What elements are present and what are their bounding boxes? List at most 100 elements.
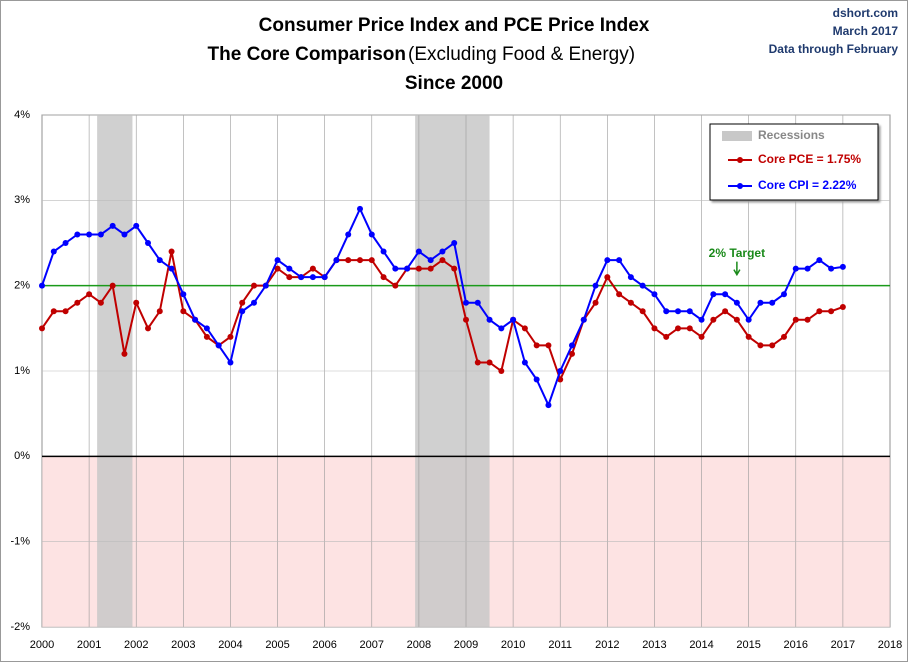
legend-label: Recessions — [758, 128, 825, 142]
y-tick-label: 0% — [14, 450, 30, 462]
data-point — [839, 304, 846, 310]
data-point — [710, 316, 717, 323]
data-point — [121, 350, 128, 357]
data-point — [781, 333, 787, 340]
x-tick-label: 2002 — [124, 639, 148, 651]
data-point — [486, 359, 493, 366]
data-point — [274, 257, 281, 264]
data-point — [533, 376, 540, 383]
data-point — [533, 342, 540, 349]
data-point — [627, 274, 634, 281]
data-point — [180, 308, 187, 315]
data-point — [50, 248, 57, 255]
data-point — [168, 248, 175, 255]
data-point — [816, 257, 823, 264]
data-point — [557, 368, 564, 374]
data-point — [439, 257, 446, 264]
data-point — [792, 316, 799, 323]
data-point — [309, 274, 316, 281]
x-tick-label: 2005 — [265, 639, 289, 651]
target-arrow — [733, 261, 741, 277]
data-point — [498, 325, 505, 332]
data-point — [651, 291, 658, 298]
x-tick-label: 2007 — [360, 639, 384, 651]
data-point — [521, 325, 528, 332]
data-point — [380, 274, 387, 281]
data-point — [675, 325, 681, 332]
data-point — [545, 342, 552, 349]
data-point — [792, 265, 799, 272]
data-point — [580, 316, 587, 323]
data-point — [286, 265, 293, 272]
data-point — [569, 350, 575, 357]
data-point — [180, 291, 187, 298]
data-point — [97, 231, 104, 238]
data-point — [74, 231, 81, 238]
data-point — [239, 299, 246, 306]
data-point — [50, 308, 57, 315]
data-point — [251, 299, 257, 306]
y-tick-label: -2% — [10, 621, 30, 633]
target-label: 2% Target — [709, 246, 765, 260]
data-point — [415, 248, 422, 255]
x-tick-label: 2015 — [736, 639, 760, 651]
x-tick-label: 2006 — [312, 639, 336, 651]
data-point — [663, 308, 670, 315]
data-point — [203, 325, 210, 332]
x-tick-label: 2014 — [689, 639, 713, 651]
data-point — [498, 368, 505, 374]
data-point — [698, 316, 705, 323]
data-point — [769, 342, 776, 349]
data-point — [698, 333, 705, 340]
x-tick-label: 2003 — [171, 639, 195, 651]
data-point — [368, 231, 375, 238]
chart-subtitle: (Excluding Food & Energy) — [408, 44, 635, 65]
data-point — [345, 257, 352, 264]
data-point — [828, 308, 835, 315]
legend-marker — [737, 157, 743, 163]
x-tick-label: 2018 — [878, 639, 902, 651]
data-point — [415, 265, 422, 272]
data-point — [651, 325, 658, 332]
data-point — [463, 316, 469, 323]
data-point — [745, 333, 752, 340]
x-tick-label: 2004 — [218, 639, 242, 651]
data-point — [639, 308, 646, 315]
data-point — [474, 299, 481, 306]
data-point — [239, 308, 246, 315]
data-point — [203, 333, 210, 340]
data-point — [604, 274, 611, 281]
y-tick-label: 1% — [14, 365, 30, 377]
data-point — [545, 402, 552, 409]
data-point — [675, 308, 681, 315]
source: dshort.com — [833, 6, 898, 20]
x-tick-label: 2010 — [501, 639, 525, 651]
data-point — [168, 265, 175, 272]
data-point — [828, 265, 835, 272]
x-tick-label: 2009 — [454, 639, 478, 651]
data-point — [97, 299, 104, 306]
data-point — [286, 274, 293, 281]
data-point — [616, 257, 623, 264]
data-point — [227, 359, 234, 366]
data-point — [781, 291, 787, 298]
data-point — [804, 316, 811, 323]
data-point — [380, 248, 387, 255]
data-point — [274, 265, 281, 272]
data-point — [133, 222, 140, 229]
data-point — [710, 291, 717, 298]
chart-title: Since 2000 — [405, 73, 503, 94]
data-point — [627, 299, 634, 306]
data-point — [745, 316, 752, 323]
data-point — [298, 274, 305, 281]
y-tick-label: 3% — [14, 194, 30, 206]
y-tick-label: -1% — [10, 536, 30, 548]
legend-label: Core PCE = 1.75% — [758, 152, 861, 166]
data-note: Data through February — [769, 42, 899, 56]
data-point — [427, 257, 434, 264]
chart-title: The Core Comparison — [208, 44, 406, 65]
chart-title: Consumer Price Index and PCE Price Index — [259, 15, 650, 36]
data-point — [521, 359, 528, 366]
data-point — [427, 265, 434, 272]
